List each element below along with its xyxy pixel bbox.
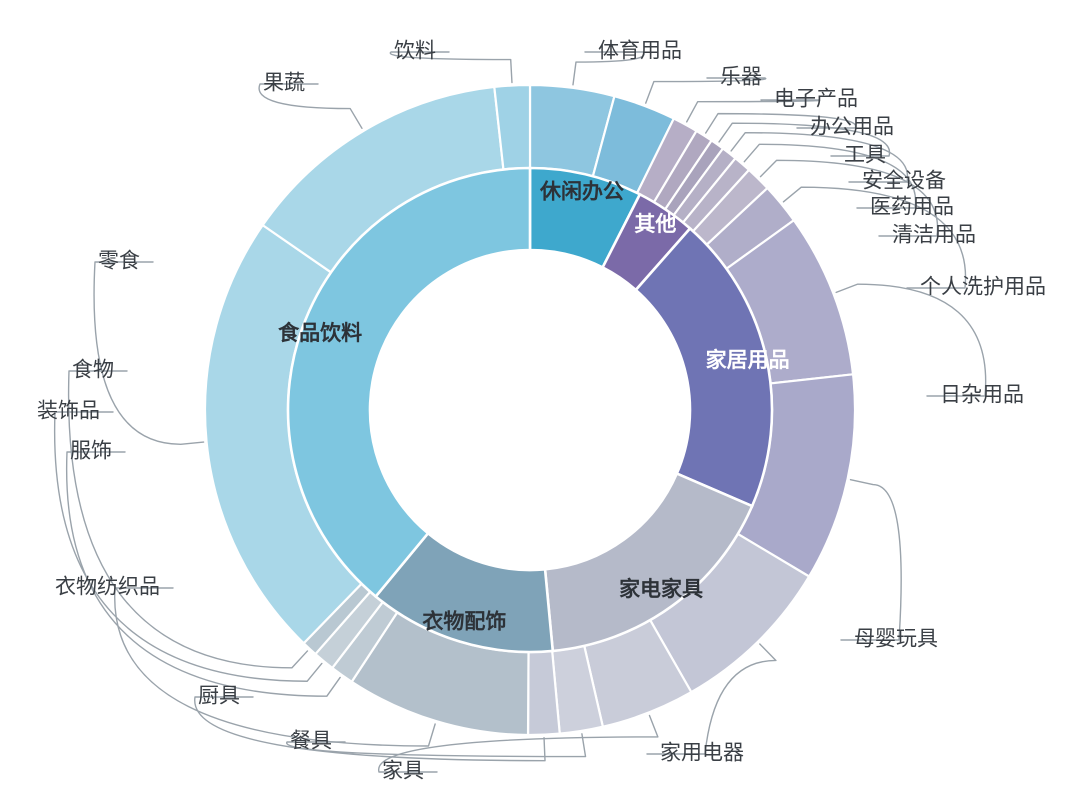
label-leader-line	[65, 451, 341, 697]
label-leader-line	[389, 51, 513, 84]
label-leader-line	[835, 283, 987, 397]
inner-ring-label: 其他	[634, 212, 676, 236]
leader-lines	[53, 51, 987, 773]
outer-ring-label: 个人洗护用品	[920, 276, 1046, 299]
outer-ring-label: 安全设备	[862, 170, 946, 193]
outer-ring-label: 工具	[844, 144, 886, 167]
outer-ring-label: 电子产品	[774, 88, 858, 111]
outer-ring-label: 家用电器	[660, 742, 744, 765]
label-leader-line	[743, 143, 917, 209]
label-leader-line	[782, 186, 967, 289]
label-leader-line	[378, 714, 659, 773]
inner-ring-segments	[286, 166, 774, 654]
label-leader-line	[718, 122, 891, 157]
label-leader-line	[286, 733, 587, 758]
outer-ring-label: 餐具	[290, 730, 332, 753]
inner-ring-label: 家电家具	[619, 577, 703, 601]
outer-ring-segments	[203, 83, 857, 737]
label-leader-line	[840, 478, 902, 641]
outer-ring-label: 服饰	[70, 440, 112, 463]
outer-ring-label: 母婴玩具	[854, 628, 938, 651]
sunburst-inner-segment[interactable]	[286, 166, 532, 599]
inner-ring-label: 衣物配饰	[422, 610, 506, 634]
outer-ring-label: 乐器	[720, 66, 762, 89]
outer-ring-label: 零食	[98, 250, 140, 273]
outer-ring-label: 医药用品	[870, 196, 954, 219]
outer-ring-label: 日杂用品	[940, 384, 1024, 407]
label-leader-line	[67, 370, 309, 669]
label-leader-line	[93, 261, 205, 445]
outer-ring-label: 食物	[72, 359, 114, 382]
label-leader-line	[194, 696, 546, 762]
label-leader-line	[705, 112, 857, 134]
label-leader-line	[258, 83, 363, 130]
outer-ring-label: 家具	[382, 760, 424, 783]
outer-ring-labels: 体育用品乐器电子产品办公用品工具安全设备医药用品清洁用品个人洗护用品日杂用品母婴…	[37, 40, 1046, 783]
label-leader-line	[759, 159, 939, 237]
inner-ring-label: 休闲办公	[539, 181, 624, 204]
inner-ring-label: 家居用品	[706, 348, 790, 372]
label-leader-line	[114, 587, 436, 747]
outer-ring-label: 办公用品	[810, 116, 894, 139]
label-leader-line	[646, 643, 777, 755]
label-leader-line	[730, 132, 909, 183]
label-leader-line	[686, 99, 821, 123]
label-leader-line	[53, 411, 323, 682]
outer-ring-label: 装饰品	[37, 400, 100, 423]
label-leader-line	[572, 51, 645, 86]
outer-ring-label: 衣物纺织品	[55, 576, 160, 599]
outer-ring-label: 体育用品	[598, 40, 682, 63]
label-leader-line	[645, 77, 767, 104]
outer-ring-label: 果蔬	[263, 72, 305, 95]
outer-ring-label: 饮料	[394, 40, 436, 63]
outer-ring-label: 厨具	[198, 685, 240, 708]
inner-ring-label: 食品饮料	[278, 321, 362, 345]
outer-ring-label: 清洁用品	[892, 224, 976, 247]
